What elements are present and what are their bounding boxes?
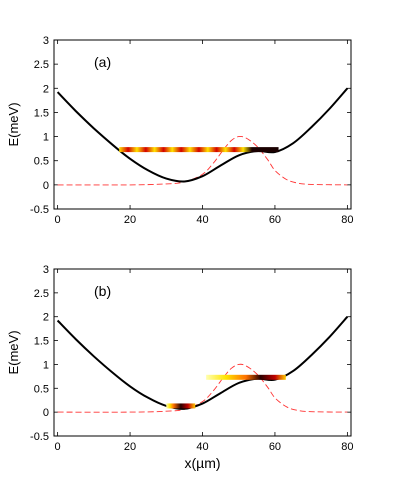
density-curve: [57, 135, 348, 186]
density-curve: [57, 363, 348, 413]
x-tick-label: 20: [124, 214, 136, 226]
x-tick-label: 40: [196, 441, 208, 453]
x-tick-label: 60: [269, 214, 281, 226]
y-tick-label: 1.5: [34, 107, 49, 119]
y-tick-label: 0.5: [34, 156, 49, 168]
x-axis-label: x(µm): [184, 455, 220, 471]
panel-a: 0 20 40 60 80 -0.5 0 0.5 1 1.5 2 2.5 3 E(meV) (a): [6, 35, 354, 226]
y-tick-label: 0: [43, 407, 49, 419]
energy-level-band: [119, 147, 279, 153]
y-tick-label: 0: [43, 180, 49, 192]
x-tick-label: 60: [269, 441, 281, 453]
y-tick-label: 2: [43, 83, 49, 95]
y-tick-label: 1: [43, 132, 49, 144]
panel-b: 0 20 40 60 80 -0.5 0 0.5 1 1.5 2 2.5 3 E(meV) x(µm) (b): [6, 264, 354, 471]
y-tick-label: 2.5: [34, 59, 49, 71]
y-tick-label: 2.5: [34, 288, 49, 300]
x-tick-label: 40: [196, 214, 208, 226]
plot-frame: [53, 268, 352, 437]
x-tick-label: 80: [341, 441, 353, 453]
y-tick-label: 2: [43, 312, 49, 324]
potential-curve: [56, 316, 349, 410]
y-tick-label: -0.5: [30, 204, 49, 216]
y-tick-label: 1: [43, 359, 49, 371]
potential-curve: [56, 87, 349, 183]
x-tick-label: 0: [55, 214, 61, 226]
plot-frame: [53, 39, 352, 210]
x-tick-label: 0: [55, 441, 61, 453]
energy-level-band: [206, 374, 286, 380]
y-tick-label: 1.5: [34, 336, 49, 348]
x-tick-label: 20: [124, 441, 136, 453]
y-tick-label: -0.5: [30, 431, 49, 443]
energy-level-band: [166, 403, 196, 409]
y-axis-label: E(meV): [6, 102, 21, 146]
y-axis-label: E(meV): [6, 330, 21, 374]
y-tick-label: 0.5: [34, 383, 49, 395]
x-tick-label: 80: [341, 214, 353, 226]
panel-label: (b): [94, 283, 111, 299]
y-tick-label: 3: [43, 264, 49, 276]
y-tick-label: 3: [43, 35, 49, 47]
panel-label: (a): [94, 54, 111, 70]
